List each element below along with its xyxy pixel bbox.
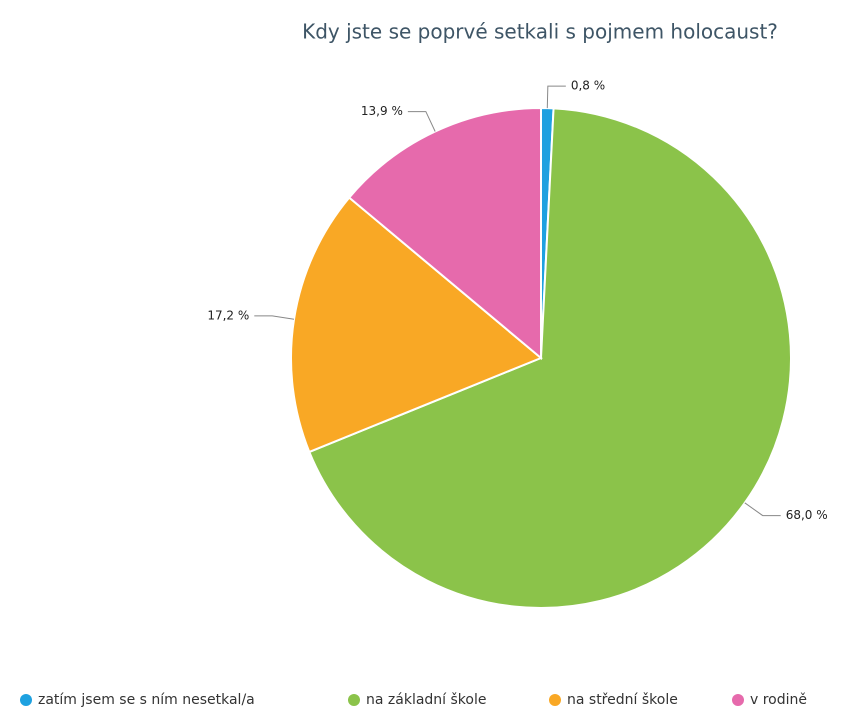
data-label: 0,8 % [571, 79, 605, 93]
leader-line [744, 502, 781, 517]
pie-slice [290, 196, 543, 454]
chart-title: Kdy jste se poprvé setkali s pojmem holo… [302, 20, 778, 44]
legend-label: zatím jsem se s ním nesetkal/a [38, 692, 255, 708]
legend-marker [348, 694, 360, 706]
data-label: 68,0 % [786, 508, 828, 522]
leader-line [546, 85, 566, 109]
pie-slice [308, 107, 792, 609]
pie-slice [347, 106, 542, 361]
legend-label: v rodině [750, 692, 807, 708]
leader-line [254, 315, 295, 320]
legend-marker [732, 694, 744, 706]
legend-label: na základní škole [366, 692, 486, 708]
legend-marker [20, 694, 32, 706]
leader-line [407, 111, 436, 132]
data-label: 17,2 % [207, 308, 249, 322]
legend-marker [549, 694, 561, 706]
legend-label: na střední škole [567, 692, 678, 708]
data-label: 13,9 % [361, 104, 403, 118]
